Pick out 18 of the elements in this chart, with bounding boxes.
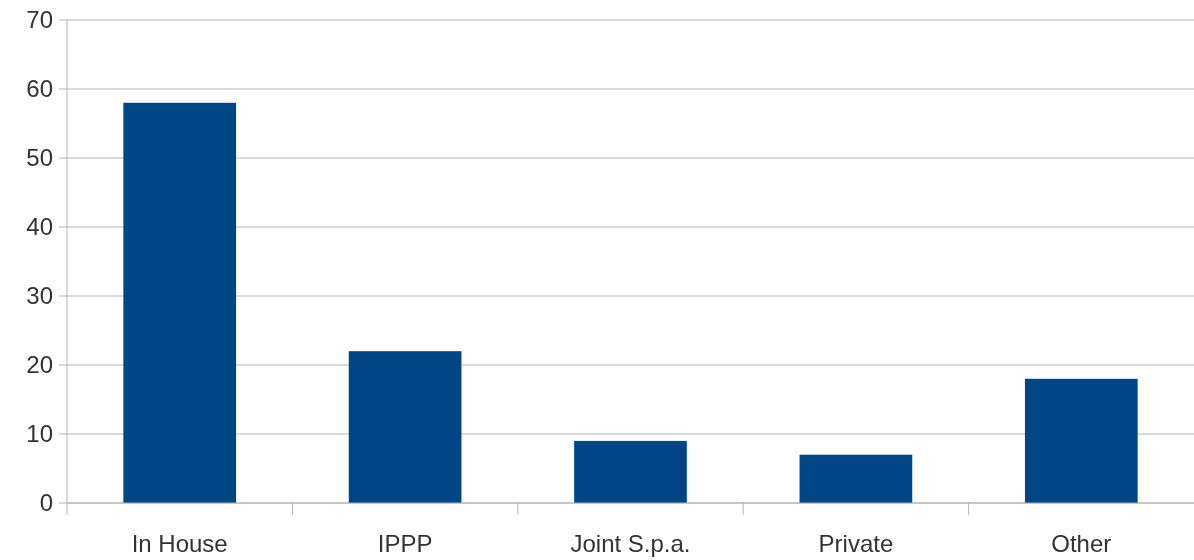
y-tick-label: 30 bbox=[26, 282, 53, 310]
y-tick-label: 70 bbox=[26, 6, 53, 34]
x-tick-label: Private bbox=[818, 530, 894, 557]
y-tick-label: 60 bbox=[26, 75, 53, 103]
x-tick-label: IPPP bbox=[377, 530, 433, 557]
y-tick-label: 20 bbox=[26, 351, 53, 379]
x-tick-label: Joint S.p.a. bbox=[570, 530, 691, 557]
y-tick-label: 0 bbox=[39, 489, 53, 517]
bar bbox=[348, 351, 462, 503]
bar bbox=[1024, 378, 1138, 503]
bar bbox=[799, 454, 913, 503]
y-tick-label: 50 bbox=[26, 144, 53, 172]
y-tick-label: 10 bbox=[26, 420, 53, 448]
bar bbox=[574, 440, 687, 503]
bar bbox=[123, 102, 237, 503]
y-tick-label: 40 bbox=[26, 213, 53, 241]
x-tick-label: Other bbox=[1051, 530, 1112, 557]
x-tick-label: In House bbox=[131, 530, 228, 557]
